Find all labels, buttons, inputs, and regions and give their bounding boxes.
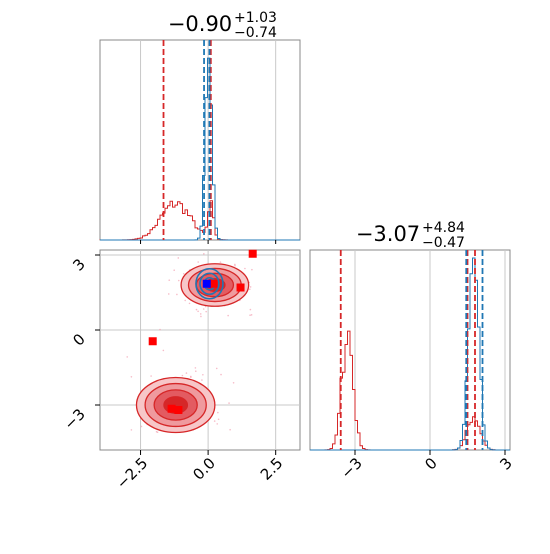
sample-point [205, 310, 207, 313]
x-tick-label: 2.5 [257, 454, 287, 484]
sample-point [234, 263, 236, 266]
title-param0: −0.90 [168, 12, 232, 36]
title-param0-sup: +1.03 [234, 10, 277, 26]
y-tick-label: −3 [60, 405, 88, 433]
sample-point [251, 268, 253, 271]
hist-blue-series [310, 257, 510, 451]
sample-point [182, 272, 185, 275]
sample-point [228, 402, 230, 404]
title-param0-sub: −0.74 [234, 25, 277, 41]
sample-point [232, 381, 235, 384]
truth-marker-red [209, 279, 218, 288]
sample-point [217, 411, 219, 414]
sample-point [199, 313, 202, 315]
sample-point [188, 302, 191, 305]
sample-point [249, 308, 252, 311]
hist-blue-series [100, 57, 300, 241]
y-tick-label: 3 [69, 255, 88, 274]
sample-point [162, 349, 165, 352]
sample-point [173, 269, 175, 272]
contour-blue [195, 267, 224, 300]
sample-point [201, 379, 203, 381]
sample-point [216, 423, 219, 425]
x-tick-label: 3 [496, 454, 515, 473]
sample-point [202, 308, 205, 310]
y-tick-label: 0 [69, 330, 88, 349]
sample-point [185, 372, 188, 374]
truth-marker-red [248, 249, 257, 258]
sample-point [234, 264, 236, 267]
sample-point [213, 420, 216, 422]
sample-point [130, 376, 133, 378]
sample-point [126, 356, 129, 358]
sample-point [197, 310, 199, 313]
sample-point [249, 286, 252, 288]
sample-point [195, 308, 198, 311]
scatter-2d-panel [99, 249, 301, 451]
sample-point [159, 328, 161, 331]
title-param1: −3.07 [356, 222, 420, 246]
sample-point [167, 293, 170, 295]
truth-marker-red [167, 404, 176, 413]
sample-point [217, 418, 220, 421]
sample-point [177, 257, 180, 259]
sample-point [194, 370, 197, 373]
sample-point [177, 279, 180, 282]
sample-point [184, 299, 186, 302]
sample-point [249, 314, 251, 317]
hist-param0-panel [99, 39, 301, 241]
x-tick-label: 0 [421, 454, 440, 473]
contour-blue [199, 272, 220, 296]
sample-point [181, 374, 184, 377]
sample-point [248, 288, 251, 290]
sample-point [229, 428, 231, 431]
sample-point [215, 367, 218, 370]
sample-point [203, 252, 205, 255]
sample-point [202, 373, 204, 376]
truth-marker-red [174, 406, 183, 414]
sample-point [168, 279, 171, 281]
truth-marker-blue [202, 279, 211, 288]
sample-point [150, 375, 152, 377]
title-param1-sup: +4.84 [422, 220, 465, 236]
x-tick-label: −3 [337, 454, 365, 482]
sample-point [194, 367, 197, 369]
sample-point [176, 293, 178, 296]
title-param1-sub: −0.47 [422, 235, 465, 251]
sample-point [219, 261, 222, 263]
x-tick-label: −2.5 [113, 454, 151, 492]
sample-point [197, 261, 199, 263]
x-tick-label: 0.0 [189, 454, 219, 484]
sample-point [227, 314, 229, 317]
truth-marker-red [236, 283, 245, 292]
sample-point [250, 314, 253, 316]
sample-point [156, 431, 159, 434]
sample-point [220, 373, 222, 376]
sample-point [130, 429, 133, 431]
sample-point [200, 315, 202, 318]
sample-point [190, 375, 192, 378]
hist-param1-panel [309, 249, 511, 451]
sample-point [244, 267, 246, 270]
sample-point [140, 425, 143, 428]
truth-marker-red [148, 337, 157, 346]
